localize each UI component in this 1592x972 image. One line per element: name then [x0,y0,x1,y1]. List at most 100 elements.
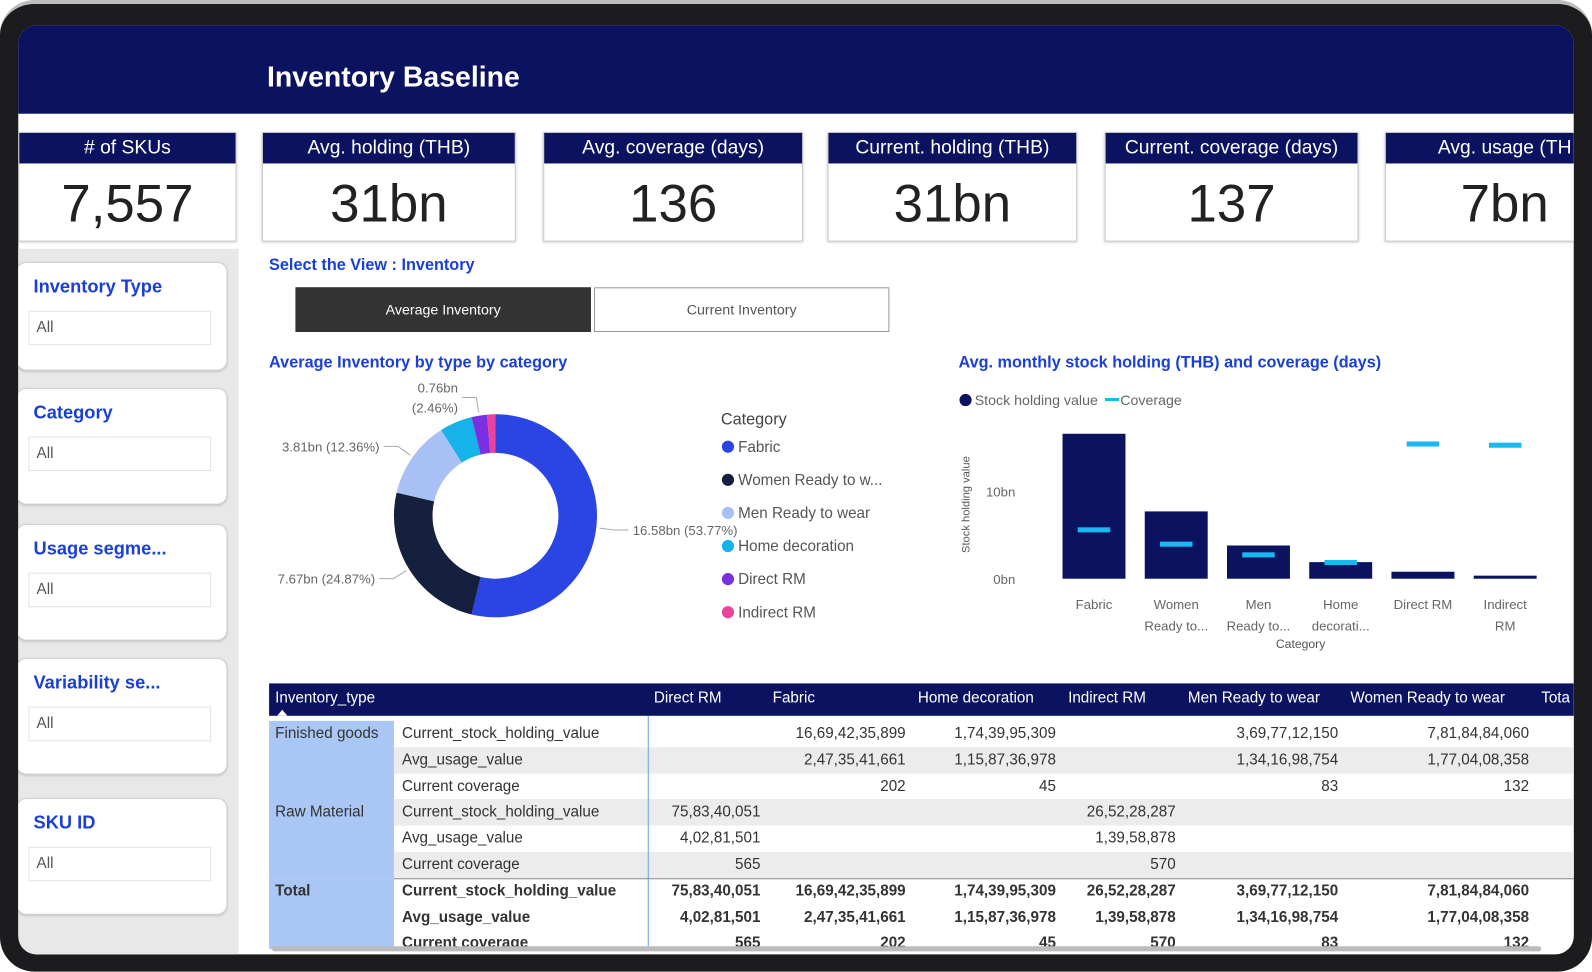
slicer-value: All [36,580,54,599]
table-cell: 1,39,58,878 [1095,908,1176,926]
donut-title: Average Inventory by type by category [269,354,568,372]
measure-label: Current coverage [402,934,529,950]
kpi-label: Avg. holding (THB) [262,133,515,164]
leader-line [599,527,629,531]
table-cell: 1,74,39,95,309 [954,882,1056,900]
table-cell: 1,77,04,08,358 [1427,751,1530,769]
slicer-title: SKU ID [33,812,96,833]
slicer-dropdown[interactable] [28,436,212,472]
donut-slice [441,417,481,463]
kpi-label: Avg. coverage (days) [544,133,803,164]
measure-label: Current_stock_holding_value [402,882,617,900]
table-cell: 132 [1503,934,1530,950]
bar [1473,575,1537,579]
slicer-dropdown[interactable] [28,572,212,608]
kpi-card: Avg. usage (TH 7bn [1384,131,1574,242]
data-table: Inventory_type Direct RM Fabric Home decora… [269,683,1574,950]
legend-label: Men Ready to wear [738,505,870,522]
bar [1226,545,1290,579]
slicer-dropdown[interactable] [28,846,212,882]
coverage-marker [1077,527,1111,533]
combo-title: Avg. monthly stock holding (THB) and cov… [958,354,1382,372]
donut-label: 0.76bn (2.46%) [412,380,458,415]
donut-label: 3.81bn (12.36%) [282,439,380,454]
table-cell: 4,02,81,501 [679,908,761,926]
table-cell: 1,77,04,08,358 [1427,908,1530,926]
header-title: Inventory Baseline [267,60,520,93]
kpi-card: Avg. holding (THB) 31bn [261,131,516,242]
group-cell [269,878,394,950]
screen: Inventory Baseline Select the View : Inv… [18,25,1574,955]
table-cell: 83 [1321,934,1339,950]
table-cell: 570 [1150,855,1176,874]
x-tick-label: Direct RM [1394,597,1453,612]
legend-label: Home decoration [738,538,854,555]
table-cell: 45 [1038,934,1056,950]
legend-marker [959,393,972,407]
row-band [393,747,1574,774]
x-tick-label: Men Ready to... [1227,597,1291,633]
coverage-marker [1406,441,1440,447]
y-tick-label: 10bn [986,484,1015,499]
group-label: Raw Material [275,803,365,821]
slicer-dropdown[interactable] [28,706,212,742]
kpi-label: Current. coverage (days) [1105,133,1358,164]
kpi-label: # of SKUs [19,133,236,164]
table-cell: 132 [1503,777,1530,795]
table-cell: 565 [735,855,761,874]
x-tick-label: Indirect RM [1484,597,1528,633]
table-cell: 2,47,35,41,661 [804,908,906,926]
bar [1062,433,1126,579]
slicer-dropdown[interactable] [28,310,212,346]
view-button[interactable]: Average Inventory [295,287,591,333]
leader-line [383,445,411,456]
kpi-value: 136 [629,174,718,234]
group-cell [269,720,394,800]
kpi-label: Current. holding (THB) [828,133,1077,164]
coverage-marker [1488,442,1522,448]
table-cell: 2,47,35,41,661 [804,751,906,769]
kpi-value: 7,557 [61,174,194,234]
donut-slice [471,414,491,455]
kpi-card: Avg. coverage (days) 136 [543,131,804,242]
table-cell: 26,52,28,287 [1086,882,1176,900]
column-header: Direct RM [653,689,722,707]
table-header-row [269,683,1574,716]
legend-marker [721,473,735,486]
coverage-marker [1159,541,1193,547]
table-cell: 16,69,42,35,899 [795,882,906,900]
table-cell: 75,83,40,051 [671,803,761,821]
measure-label: Avg_usage_value [402,751,523,769]
column-header: Men Ready to wear [1187,689,1320,707]
slicer-title: Inventory Type [33,276,163,297]
donut-label: 7.67bn (24.87%) [278,572,376,587]
bar [1144,511,1208,579]
kpi-value: 31bn [330,174,448,234]
legend-marker [721,440,735,453]
slicer-title: Category [33,402,113,423]
table-cell: 16,69,42,35,899 [795,724,906,743]
table-cell: 1,15,87,36,978 [954,751,1056,769]
legend-marker [1104,397,1120,402]
group-label: Total [275,882,311,900]
coverage-marker [1324,559,1357,566]
column-header: Indirect RM [1068,689,1146,707]
view-button[interactable]: Current Inventory [593,287,890,333]
x-tick-label: Home decorati... [1312,597,1370,633]
group-cell [269,799,394,879]
slicer-title: Variability se... [33,672,161,693]
column-header: Fabric [772,689,815,707]
table-cell: 570 [1150,934,1176,950]
donut-slice [471,414,597,618]
sort-arrow [277,709,288,716]
x-axis-title: Category [1276,637,1326,651]
kpi-card: Current. coverage (days) 137 [1104,131,1359,242]
table-cell: 7,81,84,84,060 [1427,724,1530,743]
kpi-value: 7bn [1460,174,1549,234]
legend-label: Fabric [738,439,781,456]
table-cell: 6,7 [1535,904,1574,930]
measure-label: Current_stock_holding_value [402,724,600,743]
measure-label: Avg_usage_value [402,829,523,847]
kpi-card: # of SKUs 7,557 [18,131,237,242]
